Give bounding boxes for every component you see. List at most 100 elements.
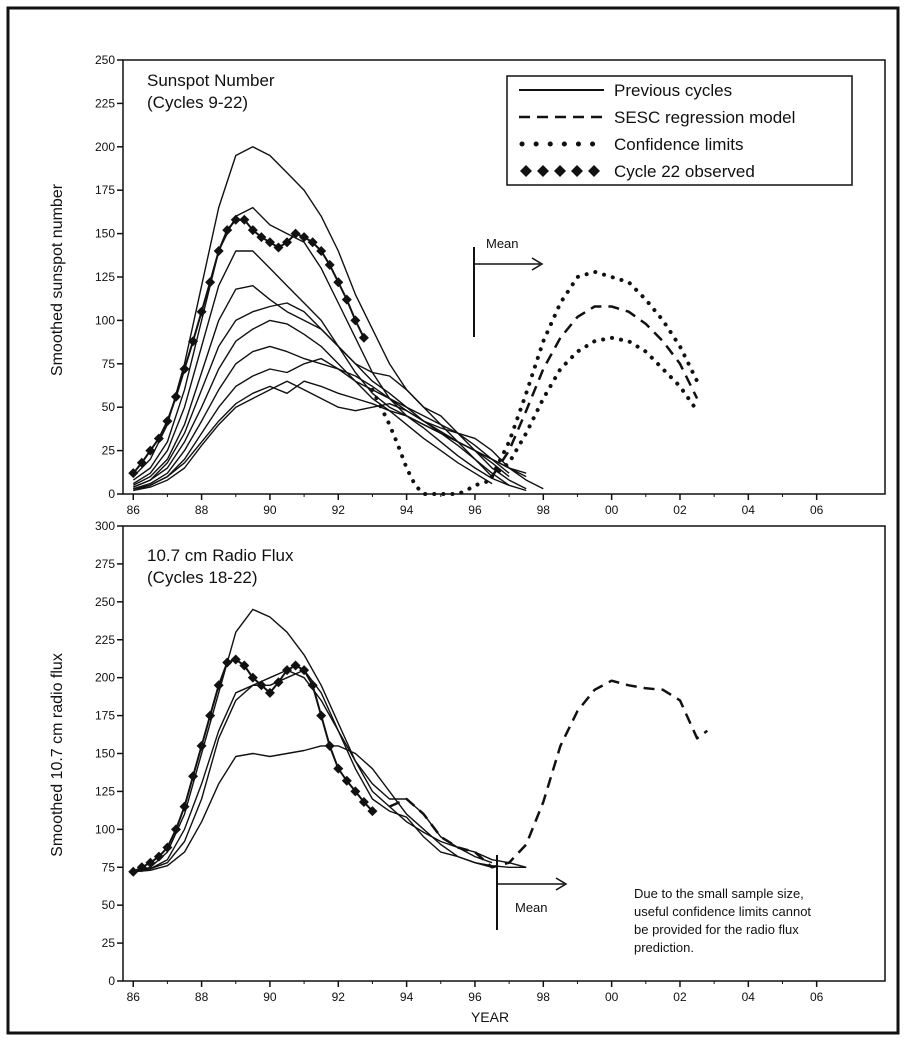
- y-tick-label: 200: [95, 140, 115, 154]
- y-tick-label: 200: [95, 671, 115, 685]
- cycle22-observed-point: [256, 680, 267, 691]
- cycle22-observed-point: [128, 468, 139, 479]
- y-tick-label: 150: [95, 747, 115, 761]
- note-line-2: useful confidence limits cannot: [634, 904, 811, 919]
- y-tick-label: 125: [95, 784, 115, 798]
- cycle22-observed-point: [230, 214, 241, 225]
- x-tick-label: 92: [332, 503, 346, 517]
- cycle22-observed-point: [316, 245, 327, 256]
- cycle22-observed-point: [247, 225, 258, 236]
- radio-flux-subtitle: (Cycles 18-22): [147, 568, 258, 587]
- previous-cycle-line: [132, 206, 527, 492]
- cycle22-observed-point: [170, 824, 181, 835]
- cycle22-observed-point: [162, 842, 173, 853]
- y-tick-label: 25: [102, 936, 116, 950]
- legend-label-cycle22-observed: Cycle 22 observed: [614, 162, 755, 181]
- note-line-3: be provided for the radio flux: [634, 922, 799, 937]
- confidence-limit-line: [490, 335, 700, 479]
- radio-flux-note: Due to the small sample size, useful con…: [634, 886, 815, 955]
- cycle22-observed-point: [341, 294, 352, 305]
- y-tick-label: 250: [95, 595, 115, 609]
- confidence-limit-line: [490, 269, 700, 479]
- cycle22-observed-point: [256, 232, 267, 243]
- cycle22-observed-point: [205, 277, 216, 288]
- radio-flux-x-axis-label: YEAR: [471, 1009, 509, 1025]
- cycle22-observed-point: [213, 245, 224, 256]
- sunspot-series: [128, 146, 700, 496]
- cycle22-observed-point: [273, 242, 284, 253]
- sesc-model-line: [490, 305, 699, 478]
- previous-cycle-line: [133, 380, 527, 492]
- x-tick-label: 00: [605, 503, 619, 517]
- x-tick-label: 90: [263, 503, 277, 517]
- x-tick-label: 98: [537, 503, 551, 517]
- cycle22-observed-point: [145, 445, 156, 456]
- sunspot-y-ticks: 0 25 50 75 100 125 150 175 200 225 250: [95, 53, 123, 501]
- cycle22-observed-point: [358, 797, 369, 808]
- cycle22-observed-point: [350, 315, 361, 326]
- radio-flux-mean-marker: Mean: [496, 855, 568, 930]
- y-tick-label: 175: [95, 183, 115, 197]
- x-tick-label: 86: [127, 503, 141, 517]
- radio-flux-y-ticks: 0 25 50 75 100 125 150 175 200 225 250 275 300: [95, 519, 123, 988]
- legend-diamond: [554, 165, 566, 177]
- cycle22-observed-point: [213, 680, 224, 691]
- mean-arrow-head: [555, 877, 568, 891]
- previous-cycle-line: [132, 285, 493, 486]
- cycle22-observed-point: [196, 306, 207, 317]
- cycle22-observed-point: [179, 364, 190, 375]
- y-tick-label: 300: [95, 519, 115, 533]
- cycle22-observed-line: [132, 218, 365, 474]
- cycle22-observed-point: [264, 237, 275, 248]
- radio-flux-panel: 0 25 50 75 100 125 150 175 200 225 250 275 300 86 88 9…: [49, 519, 886, 1025]
- cycle22-observed-point: [222, 657, 233, 668]
- cycle22-observed-point: [136, 457, 147, 468]
- legend-diamond: [537, 165, 549, 177]
- x-tick-label: 06: [810, 503, 824, 517]
- x-tick-label: 02: [673, 990, 687, 1004]
- y-tick-label: 100: [95, 822, 115, 836]
- cycle22-observed-point: [162, 416, 173, 427]
- cycle22-observed-point: [341, 775, 352, 786]
- cycle22-observed-point: [299, 665, 310, 676]
- x-tick-label: 88: [195, 503, 209, 517]
- x-tick-label: 86: [127, 990, 141, 1004]
- y-tick-label: 225: [95, 633, 115, 647]
- x-tick-label: 96: [468, 503, 482, 517]
- legend-box: [506, 75, 853, 186]
- cycle22-observed-point: [205, 710, 216, 721]
- radio-flux-mean-label: Mean: [515, 900, 548, 915]
- x-tick-label: 94: [400, 990, 414, 1004]
- cycle22-observed-point: [324, 740, 335, 751]
- sunspot-mean-marker: Mean: [473, 236, 544, 337]
- note-line-1: Due to the small sample size,: [634, 886, 804, 901]
- cycle22-observed-point: [307, 237, 318, 248]
- radio-flux-x-ticks: 86 88 90 92 94 96 98 00 02 04 06: [127, 981, 824, 1004]
- cycle22-observed-point: [153, 433, 164, 444]
- cycle22-observed-point: [299, 232, 310, 243]
- cycle22-observed-point: [307, 680, 318, 691]
- cycle22-observed-point: [333, 277, 344, 288]
- radio-flux-series: [128, 608, 709, 877]
- cycle22-observed-point: [290, 228, 301, 239]
- previous-cycle-line: [133, 319, 493, 488]
- cycle22-observed-point: [153, 851, 164, 862]
- legend-diamond: [571, 165, 583, 177]
- previous-cycle-line: [133, 745, 493, 873]
- x-tick-label: 92: [332, 990, 346, 1004]
- cycle22-observed-point: [333, 763, 344, 774]
- cycle22-observed-point: [264, 687, 275, 698]
- y-tick-label: 50: [102, 400, 116, 414]
- y-tick-label: 100: [95, 313, 115, 327]
- legend-label-sesc-model: SESC regression model: [614, 108, 795, 127]
- cycle22-observed-point: [282, 237, 293, 248]
- y-tick-label: 125: [95, 270, 115, 284]
- cycle22-observed-point: [367, 806, 378, 817]
- sesc-model-line: [388, 679, 709, 869]
- cycle22-observed-point: [350, 786, 361, 797]
- previous-cycle-line: [132, 250, 510, 486]
- sunspot-panel: 0 25 50 75 100 125 150 175 200 225 250 86 88 90 92 94 9…: [49, 53, 886, 517]
- y-tick-label: 225: [95, 96, 115, 110]
- cycle22-observed-point: [273, 677, 284, 688]
